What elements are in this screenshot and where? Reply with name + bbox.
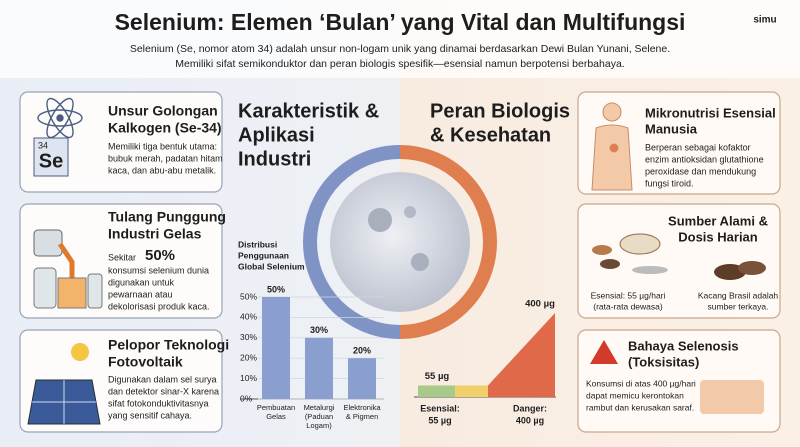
panel <box>19 91 223 193</box>
chart-title: Penggunaan <box>238 250 289 260</box>
x-tick-label: Metalurgi <box>304 403 335 412</box>
bar <box>305 337 333 399</box>
panel-body: dan detektor sinar-X karena <box>108 386 219 396</box>
logo: simu <box>753 15 776 26</box>
y-tick-label: 10% <box>240 373 257 383</box>
x-tick-label: Pembuatan <box>257 403 295 412</box>
bar <box>262 297 290 399</box>
panel-title: Tulang Punggung <box>108 209 226 225</box>
y-tick-label: 20% <box>240 352 257 362</box>
value-label: 400 µg <box>525 299 555 310</box>
panel-body: enzim antioksidan glutathione <box>645 154 764 164</box>
y-tick-label: 50% <box>240 291 257 301</box>
food-icon <box>592 233 766 280</box>
panel-title: Mikronutrisi Esensial <box>645 105 776 120</box>
body-icon <box>591 102 633 191</box>
section-heading: Industri <box>238 148 311 170</box>
dose-bar <box>488 313 555 397</box>
panel-title: Manusia <box>645 121 698 136</box>
panel-body: sifat fotokonduktivitasnya <box>108 398 209 408</box>
panel-body: Konsumsi di atas 400 µg/hari <box>586 378 696 388</box>
x-tick-label: Gelas <box>266 412 286 421</box>
section-heading: Peran Biologis <box>430 100 570 122</box>
x-tick-label: (Paduan <box>305 412 333 421</box>
element-tile <box>33 137 69 177</box>
warning-icon <box>590 340 764 414</box>
panel-body: Memiliki tiga bentuk utama: <box>108 141 217 151</box>
caption: (rata-rata dewasa) <box>593 301 663 311</box>
panel-title: Bahaya Selenosis <box>628 338 739 353</box>
ramp-step <box>455 385 488 397</box>
y-tick-label: 0% <box>240 393 253 403</box>
highlight: 50% <box>145 247 175 264</box>
panel-body: peroxidase dan mendukung <box>645 166 756 176</box>
panel-title: Industri Gelas <box>108 226 202 242</box>
panel-title: Unsur Golongan <box>108 103 218 119</box>
x-tick-label: Danger: <box>513 403 547 413</box>
bar <box>348 358 376 399</box>
panel-body: rambut dan kerusakan saraf. <box>586 402 694 412</box>
panel-body: Digunakan dalam sel surya <box>108 374 217 384</box>
value-label: 55 µg <box>425 371 450 382</box>
panel-body: dapat memicu kerontokan <box>586 390 684 400</box>
y-tick-label: 30% <box>240 332 257 342</box>
y-tick-label: 40% <box>240 312 257 322</box>
chart-title: Global Selenium <box>238 261 305 271</box>
panel-body: dekolorisasi produk kaca. <box>108 301 210 311</box>
title: Selenium: Elemen ‘Bulan’ yang Vital dan … <box>115 9 686 35</box>
glass-icon <box>33 229 103 309</box>
atomic-number: 34 <box>38 140 48 150</box>
panel-body: pewarnaan atau <box>108 289 173 299</box>
caption: Esensial: 55 µg/hari <box>591 290 666 300</box>
moon-graphic <box>303 145 497 339</box>
x-tick-label: Esensial: <box>420 403 460 413</box>
panel-body: konsumsi selenium dunia <box>108 265 209 275</box>
panel-body: kaca, dan abu-abu metalik. <box>108 165 216 175</box>
section-heading: & Kesehatan <box>430 124 551 146</box>
section-heading: Aplikasi <box>238 124 315 146</box>
panel-title: Fotovoltaik <box>108 354 183 370</box>
header-band <box>0 0 800 78</box>
panel <box>577 203 781 319</box>
value-label: 20% <box>353 346 371 356</box>
panel-title: Pelopor Teknologi <box>108 337 229 353</box>
x-tick-label: 55 µg <box>428 415 451 425</box>
subtitle: Selenium (Se, nomor atom 34) adalah unsu… <box>130 43 670 55</box>
subtitle: Memiliki sifat semikonduktor dan peran b… <box>175 58 624 70</box>
dose-bar <box>418 385 455 397</box>
caption: Kacang Brasil adalah <box>698 290 779 300</box>
value-label: 30% <box>310 325 328 335</box>
x-tick-label: & Pigmen <box>346 412 379 421</box>
panel-body: bubuk merah, padatan hitam <box>108 153 223 163</box>
atom-icon <box>37 97 83 139</box>
panel-title: Kalkogen (Se-34) <box>108 120 222 136</box>
chart-title: Distribusi <box>238 239 277 249</box>
panel-body: digunakan untuk <box>108 277 175 287</box>
panel-body: Berperan sebagai kofaktor <box>645 142 751 152</box>
x-tick-label: Logam) <box>306 421 332 430</box>
solar-icon <box>27 343 101 425</box>
x-tick-label: Elektronika <box>343 403 381 412</box>
x-tick-label: 400 µg <box>516 415 544 425</box>
section-heading: Karakteristik & <box>238 100 379 122</box>
caption: sumber terkaya. <box>708 301 769 311</box>
panel-title: Sumber Alami & <box>668 213 768 228</box>
element-symbol: Se <box>39 150 63 172</box>
panel-title: (Toksisitas) <box>628 354 699 369</box>
panel-body: yang sensitif cahaya. <box>108 410 192 420</box>
panel-body: fungsi tiroid. <box>645 178 694 188</box>
panel-title: Dosis Harian <box>678 229 758 244</box>
panel-body: Sekitar <box>108 252 136 262</box>
value-label: 50% <box>267 284 285 294</box>
